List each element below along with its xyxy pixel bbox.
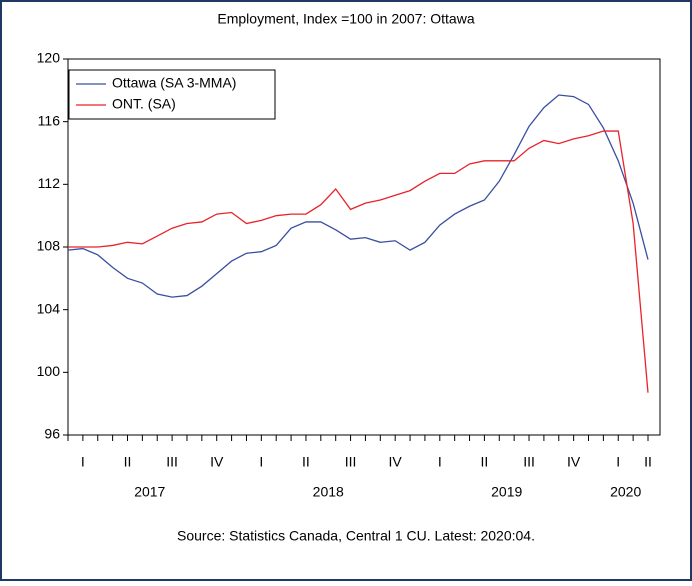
legend-box <box>68 69 276 120</box>
x-tick-label: II <box>481 454 489 470</box>
y-tick-label: 108 <box>37 238 61 254</box>
legend-label: ONT. (SA) <box>112 96 176 112</box>
chart-title: Employment, Index =100 in 2007: Ottawa <box>217 11 474 27</box>
x-tick-label: III <box>523 454 535 470</box>
series-line <box>68 130 649 393</box>
year-label: 2018 <box>313 484 344 500</box>
y-tick-label: 104 <box>37 300 61 316</box>
x-tick-label: I <box>438 454 442 470</box>
x-tick-label: III <box>166 454 178 470</box>
y-tick-label: 96 <box>44 426 60 442</box>
y-tick-label: 100 <box>37 363 61 379</box>
y-tick-label: 112 <box>38 175 61 191</box>
x-tick-label: I <box>81 454 85 470</box>
x-tick-label: II <box>124 454 132 470</box>
y-tick-label: 120 <box>37 50 61 66</box>
year-label: 2017 <box>134 484 165 500</box>
x-tick-label: III <box>345 454 357 470</box>
x-tick-label: II <box>302 454 310 470</box>
legend-label: Ottawa (SA 3-MMA) <box>112 75 236 91</box>
y-tick-label: 116 <box>38 112 61 128</box>
x-tick-label: I <box>616 454 620 470</box>
x-tick-label: IV <box>567 454 581 470</box>
series-line <box>67 94 649 298</box>
year-label: 2019 <box>491 484 522 500</box>
year-label: 2020 <box>610 484 641 500</box>
x-tick-label: IV <box>210 454 224 470</box>
x-tick-label: II <box>644 454 652 470</box>
x-tick-label: I <box>259 454 263 470</box>
x-tick-label: IV <box>389 454 403 470</box>
source-note: Source: Statistics Canada, Central 1 CU.… <box>177 528 535 544</box>
